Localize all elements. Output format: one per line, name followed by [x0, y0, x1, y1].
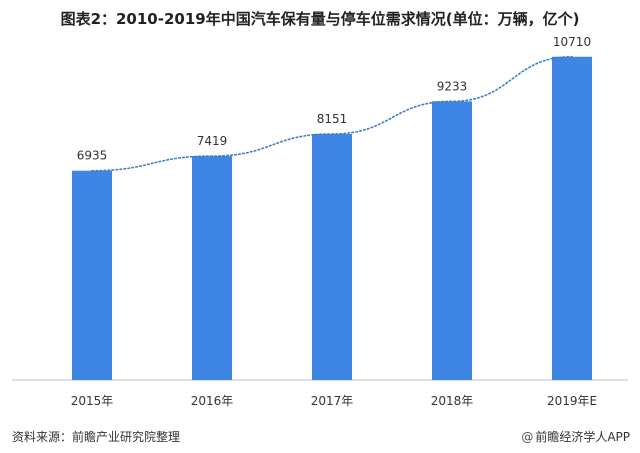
bar-1	[192, 156, 232, 380]
x-tick-label-4: 2019年E	[547, 394, 597, 408]
bar-2	[312, 133, 352, 380]
x-tick-label-1: 2016年	[191, 394, 234, 408]
data-label-1: 7419	[197, 134, 228, 148]
chart-title: 图表2：2010-2019年中国汽车保有量与停车位需求情况(单位：万辆，亿个)	[60, 10, 580, 28]
data-label-4: 10710	[553, 35, 591, 49]
brand-name: 前瞻经济学人APP	[535, 430, 630, 444]
x-tick-label-0: 2015年	[71, 394, 114, 408]
data-label-0: 6935	[77, 149, 108, 163]
trend-line	[91, 55, 573, 172]
source-note: 资料来源：前瞻产业研究院整理	[12, 430, 181, 444]
data-label-3: 9233	[437, 79, 468, 93]
bar-0	[72, 170, 112, 380]
data-label-2: 8151	[317, 112, 348, 126]
bar-4	[552, 56, 592, 381]
brand-logo-icon: @	[521, 430, 534, 444]
brand-credit: @ 前瞻经济学人APP	[521, 428, 630, 445]
bar-3	[432, 101, 472, 381]
x-tick-label-2: 2017年	[311, 394, 354, 408]
x-tick-label-3: 2018年	[431, 394, 474, 408]
